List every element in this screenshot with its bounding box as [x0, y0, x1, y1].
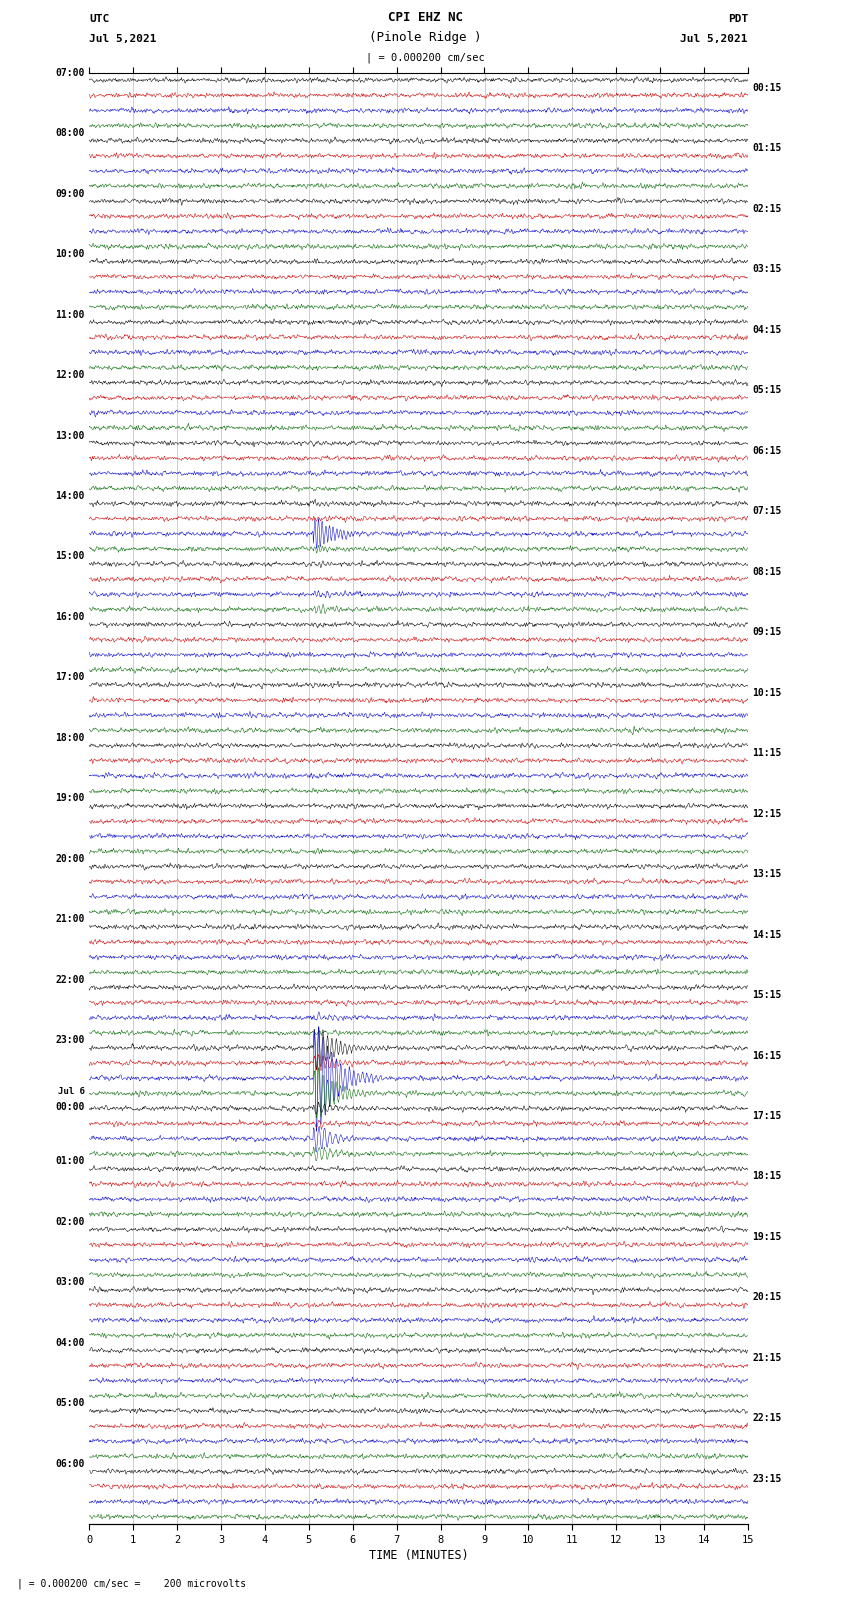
Text: 14:15: 14:15 [752, 929, 782, 939]
Text: 22:15: 22:15 [752, 1413, 782, 1423]
Text: 12:00: 12:00 [55, 369, 85, 381]
Text: 15:15: 15:15 [752, 990, 782, 1000]
Text: 01:00: 01:00 [55, 1157, 85, 1166]
Text: UTC: UTC [89, 15, 110, 24]
Text: 18:00: 18:00 [55, 732, 85, 744]
Text: | = 0.000200 cm/sec: | = 0.000200 cm/sec [366, 52, 484, 63]
Text: 10:00: 10:00 [55, 248, 85, 260]
Text: 07:00: 07:00 [55, 68, 85, 77]
Text: 04:15: 04:15 [752, 324, 782, 334]
Text: 17:15: 17:15 [752, 1111, 782, 1121]
Text: PDT: PDT [728, 15, 748, 24]
Text: 09:00: 09:00 [55, 189, 85, 198]
Text: 08:00: 08:00 [55, 127, 85, 139]
Text: 13:00: 13:00 [55, 431, 85, 440]
Text: 20:15: 20:15 [752, 1292, 782, 1302]
Text: 21:00: 21:00 [55, 915, 85, 924]
Text: Jul 6: Jul 6 [58, 1087, 85, 1097]
Text: 10:15: 10:15 [752, 687, 782, 697]
Text: 00:15: 00:15 [752, 82, 782, 92]
Text: 19:00: 19:00 [55, 794, 85, 803]
X-axis label: TIME (MINUTES): TIME (MINUTES) [369, 1548, 468, 1561]
Text: Jul 5,2021: Jul 5,2021 [681, 34, 748, 44]
Text: 07:15: 07:15 [752, 506, 782, 516]
Text: 06:15: 06:15 [752, 445, 782, 455]
Text: 14:00: 14:00 [55, 490, 85, 502]
Text: 12:15: 12:15 [752, 808, 782, 818]
Text: 20:00: 20:00 [55, 853, 85, 865]
Text: Jul 5,2021: Jul 5,2021 [89, 34, 156, 44]
Text: 02:15: 02:15 [752, 203, 782, 213]
Text: 11:15: 11:15 [752, 748, 782, 758]
Text: | = 0.000200 cm/sec =    200 microvolts: | = 0.000200 cm/sec = 200 microvolts [17, 1579, 246, 1589]
Text: 06:00: 06:00 [55, 1458, 85, 1469]
Text: CPI EHZ NC: CPI EHZ NC [388, 11, 462, 24]
Text: 15:00: 15:00 [55, 552, 85, 561]
Text: 04:00: 04:00 [55, 1337, 85, 1348]
Text: 09:15: 09:15 [752, 627, 782, 637]
Text: 01:15: 01:15 [752, 144, 782, 153]
Text: 13:15: 13:15 [752, 869, 782, 879]
Text: 08:15: 08:15 [752, 566, 782, 576]
Text: 18:15: 18:15 [752, 1171, 782, 1181]
Text: 03:00: 03:00 [55, 1277, 85, 1287]
Text: 05:00: 05:00 [55, 1398, 85, 1408]
Text: 05:15: 05:15 [752, 386, 782, 395]
Text: 22:00: 22:00 [55, 974, 85, 986]
Text: 03:15: 03:15 [752, 265, 782, 274]
Text: (Pinole Ridge ): (Pinole Ridge ) [369, 31, 481, 44]
Text: 21:15: 21:15 [752, 1353, 782, 1363]
Text: 11:00: 11:00 [55, 310, 85, 319]
Text: 02:00: 02:00 [55, 1216, 85, 1227]
Text: 00:00: 00:00 [55, 1103, 85, 1113]
Text: 16:15: 16:15 [752, 1050, 782, 1060]
Text: 16:00: 16:00 [55, 611, 85, 623]
Text: 23:15: 23:15 [752, 1474, 782, 1484]
Text: 19:15: 19:15 [752, 1232, 782, 1242]
Text: 23:00: 23:00 [55, 1036, 85, 1045]
Text: 17:00: 17:00 [55, 673, 85, 682]
